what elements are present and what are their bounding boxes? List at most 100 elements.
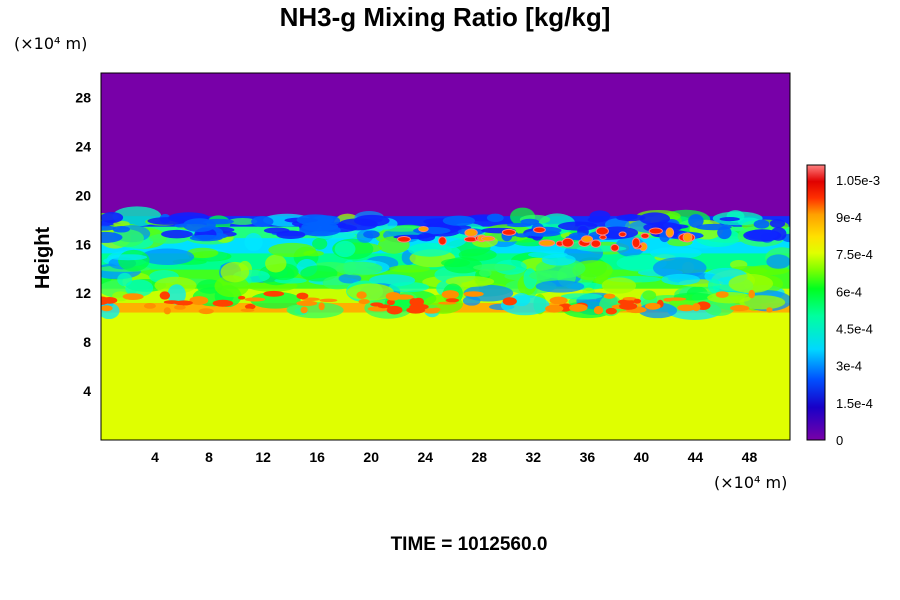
high-value-spot <box>663 297 673 302</box>
turbulence-blob <box>408 242 452 257</box>
cloud-top-edge <box>101 225 116 231</box>
high-value-spot <box>386 305 403 315</box>
turbulence-blob <box>140 248 195 266</box>
peak-value-spot <box>595 226 609 236</box>
turbulence-blob <box>649 247 702 260</box>
colorbar-tick-label-3: 4.5e-4 <box>836 322 873 337</box>
turbulence-blob <box>445 275 495 288</box>
colorbar-tick-label-6: 9e-4 <box>836 210 862 225</box>
cloud-top-edge <box>506 223 532 228</box>
x-tick-label-7: 32 <box>526 449 542 465</box>
high-value-spot <box>645 302 661 310</box>
cloud-top-edge <box>101 231 123 243</box>
high-value-spot <box>296 292 309 300</box>
high-value-spot <box>729 305 750 312</box>
colorbar <box>806 164 826 441</box>
turbulence-blob <box>739 295 786 310</box>
colorbar-tick-label-0: 0 <box>836 433 843 448</box>
high-value-spot <box>441 290 459 299</box>
turbulence-blob <box>118 249 150 272</box>
turbulence-blob <box>529 270 568 281</box>
turbulence-blob <box>642 290 657 301</box>
high-value-spot <box>189 296 209 305</box>
cloud-top-edge <box>695 223 732 231</box>
peak-value-spot <box>397 235 411 243</box>
turbulence-blob <box>652 257 707 279</box>
y-tick-label-1: 8 <box>83 334 91 350</box>
plot-frame <box>100 72 791 441</box>
turbulence-blob <box>109 254 148 261</box>
high-value-spot <box>619 302 638 310</box>
y-tick-label-6: 28 <box>75 89 91 105</box>
high-value-spot <box>377 304 391 309</box>
turbulence-blob <box>227 217 258 225</box>
peak-value-spot <box>561 237 574 248</box>
turbulence-blob <box>707 278 720 293</box>
y-tick-label-4: 20 <box>75 187 91 203</box>
turbulence-blob <box>186 247 219 259</box>
cloud-top-edge <box>616 214 646 222</box>
high-value-spot <box>445 298 460 303</box>
cloud-top-edge <box>338 218 378 231</box>
y-unit-label: (×10⁴ m) <box>14 34 87 53</box>
high-value-spot <box>263 290 285 297</box>
high-value-spot <box>549 296 568 305</box>
peak-value-spot <box>581 235 594 243</box>
high-value-spot <box>318 302 325 311</box>
peak-value-spot <box>599 234 607 240</box>
turbulence-blob <box>560 293 603 300</box>
colorbar-tick-label-2: 3e-4 <box>836 359 862 374</box>
high-value-spot <box>603 293 616 299</box>
turbulence-blob <box>167 284 186 305</box>
colorbar-tick-label-1: 1.5e-4 <box>836 396 873 411</box>
cloud-top-edge <box>743 229 782 242</box>
high-value-spot <box>406 306 426 314</box>
high-value-spot <box>677 304 696 312</box>
cloud-top-edge <box>276 230 306 239</box>
high-value-spot <box>438 301 457 305</box>
turbulence-blob <box>728 274 774 294</box>
peak-value-spot <box>665 227 675 238</box>
high-value-spot <box>174 300 193 306</box>
turbulence-blob <box>265 254 287 273</box>
turbulence-blob <box>250 291 301 309</box>
cloud-top-edge <box>557 221 598 231</box>
cloud-top-edge <box>442 215 476 226</box>
high-value-spot <box>101 305 113 312</box>
turbulence-blob <box>389 264 431 273</box>
high-value-spot <box>198 308 214 315</box>
high-value-spot <box>545 304 564 313</box>
peak-value-spot <box>538 239 556 247</box>
peak-value-spot <box>640 232 650 239</box>
high-value-spot <box>244 297 266 302</box>
high-value-spot <box>633 298 642 304</box>
high-value-spot <box>593 305 604 315</box>
high-value-spot <box>300 306 308 314</box>
high-value-spot <box>386 299 395 306</box>
peak-value-spot <box>533 226 546 234</box>
lower-region <box>101 300 790 440</box>
colorbar-tick-label-5: 7.5e-4 <box>836 247 873 262</box>
high-value-spot <box>296 300 318 307</box>
peak-value-spot <box>438 236 447 246</box>
turbulence-blob <box>268 242 317 258</box>
x-tick-label-5: 24 <box>417 449 433 465</box>
turbulence-blob <box>334 240 356 258</box>
high-value-spot <box>356 291 367 299</box>
peak-value-spot <box>501 228 517 236</box>
x-tick-label-2: 12 <box>255 449 271 465</box>
high-value-spot <box>358 299 370 305</box>
turbulence-blob <box>109 229 144 248</box>
turbulence-blob <box>766 254 790 269</box>
x-tick-label-3: 16 <box>309 449 325 465</box>
x-axis: 4 8 12 16 20 24 28 32 36 40 44 48 <box>151 449 757 465</box>
turbulence-blob <box>473 263 517 272</box>
high-value-spot <box>159 291 171 300</box>
high-value-spot <box>244 303 256 310</box>
cloud-top-edge <box>251 216 274 227</box>
peak-value-spot <box>418 225 429 233</box>
cloud-top-edge <box>769 219 786 228</box>
turbulence-blob <box>388 282 430 293</box>
high-value-spot <box>143 303 156 309</box>
turbulence-blob <box>462 295 481 306</box>
